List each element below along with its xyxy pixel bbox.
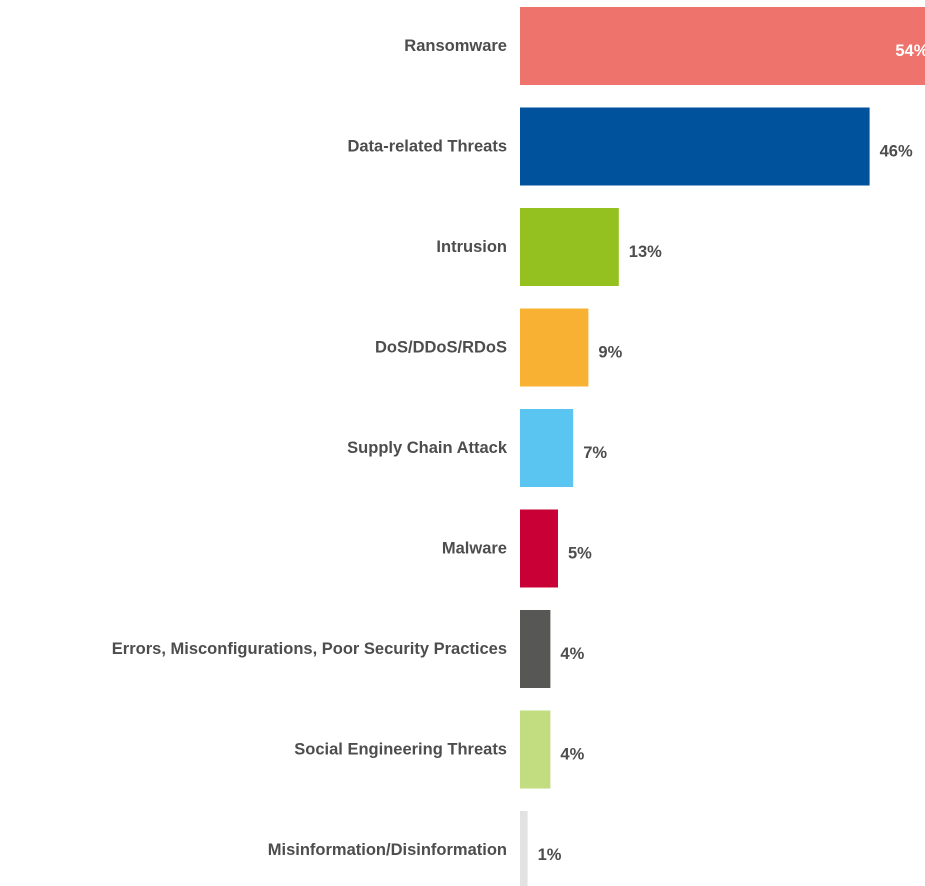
category-label: Ransomware — [404, 37, 507, 55]
value-label: 1% — [538, 846, 562, 864]
bar — [520, 710, 551, 789]
value-label: 5% — [568, 545, 592, 563]
value-label: 13% — [629, 243, 662, 261]
value-label: 4% — [560, 746, 584, 764]
value-label: 4% — [560, 645, 584, 663]
category-label: Social Engineering Threats — [294, 741, 507, 759]
bar — [520, 107, 870, 186]
category-label: Errors, Misconfigurations, Poor Security… — [112, 640, 507, 658]
category-label: Intrusion — [436, 238, 507, 256]
value-label: 46% — [880, 143, 913, 161]
bar — [520, 509, 558, 588]
bar — [520, 610, 551, 688]
category-label: Supply Chain Attack — [347, 439, 508, 457]
bar — [520, 208, 619, 286]
bar — [520, 811, 528, 886]
category-label: Data-related Threats — [347, 138, 507, 156]
bar — [520, 409, 574, 487]
category-label: DoS/DDoS/RDoS — [375, 339, 507, 357]
bar — [520, 7, 925, 85]
bar — [520, 308, 589, 387]
value-label: 7% — [583, 444, 607, 462]
value-label: 54% — [895, 42, 925, 60]
value-label: 9% — [598, 344, 622, 362]
category-label: Misinformation/Disinformation — [268, 841, 507, 859]
category-label: Malware — [442, 540, 507, 558]
